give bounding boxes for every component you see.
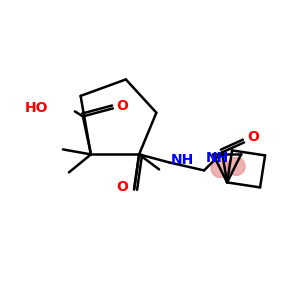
Text: NH: NH <box>171 153 194 167</box>
Text: O: O <box>116 99 128 113</box>
Circle shape <box>211 159 229 177</box>
Text: NH: NH <box>206 152 229 165</box>
Text: O: O <box>116 180 128 194</box>
Circle shape <box>227 158 245 175</box>
Text: O: O <box>247 130 259 144</box>
Text: HO: HO <box>24 101 48 116</box>
